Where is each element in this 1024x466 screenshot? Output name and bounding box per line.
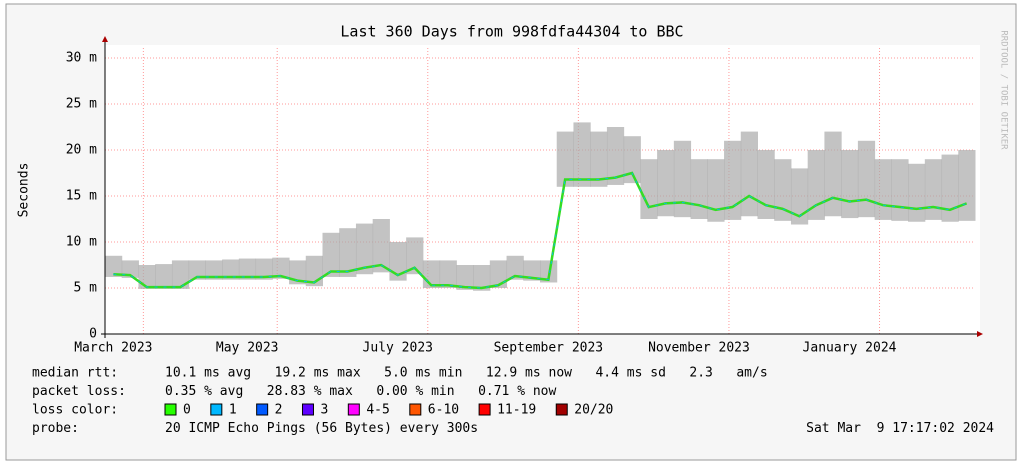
x-tick-label: January 2024 [803, 341, 897, 356]
x-tick-label: July 2023 [363, 341, 433, 356]
smoke-band [489, 260, 508, 288]
smoke-band [456, 265, 474, 290]
smoke-band [138, 265, 156, 289]
smoke-band [623, 136, 641, 184]
smoke-band [740, 131, 758, 217]
smoke-band [255, 258, 273, 280]
side-label: RRDTOOL / TOBI OETIKER [999, 30, 1009, 150]
y-tick-label: 10 m [66, 235, 97, 250]
probe-label: probe: [32, 421, 79, 436]
stat-text: 0.35 % avg 28.83 % max 0.00 % min 0.71 %… [165, 384, 557, 399]
smoke-band [707, 159, 725, 222]
smoke-band [573, 122, 591, 187]
loss-swatch [409, 403, 422, 416]
smoke-band [121, 260, 139, 278]
loss-label: loss color: [32, 403, 118, 418]
smoke-band [891, 159, 909, 221]
probe-text: 20 ICMP Echo Pings (56 Bytes) every 300s [165, 421, 478, 436]
smoke-band [790, 168, 809, 225]
smoke-band [673, 140, 692, 218]
x-tick-label: March 2023 [74, 341, 152, 356]
timestamp: Sat Mar 9 17:17:02 2024 [806, 421, 994, 436]
loss-text: 0 [183, 403, 191, 418]
smoke-band [606, 127, 625, 185]
y-axis-arrow [102, 36, 108, 42]
y-tick-label: 25 m [66, 97, 97, 112]
smoke-band [238, 258, 257, 280]
loss-swatch [555, 403, 568, 416]
x-tick-label: November 2023 [648, 341, 750, 356]
smoke-band [188, 260, 206, 280]
stat-label: packet loss: [32, 384, 126, 399]
loss-text: 3 [320, 403, 328, 418]
x-tick-label: May 2023 [216, 341, 279, 356]
smoke-band [389, 242, 407, 281]
smoke-band [640, 159, 658, 219]
smoke-band [372, 219, 390, 273]
loss-text: 1 [229, 403, 237, 418]
x-tick-label: September 2023 [494, 341, 604, 356]
smoke-band [355, 223, 374, 275]
loss-text: 4-5 [366, 403, 389, 418]
smoke-band [857, 140, 876, 218]
smoke-band [908, 163, 926, 222]
smoke-band [958, 150, 976, 221]
loss-swatch [347, 403, 360, 416]
loss-text: 11-19 [497, 403, 536, 418]
smoke-band [924, 159, 943, 220]
smoke-band [690, 159, 708, 219]
smoke-band [506, 255, 524, 280]
y-tick-label: 15 m [66, 189, 97, 204]
smoke-band [155, 264, 173, 289]
smoke-band [322, 232, 340, 277]
loss-text: 6-10 [428, 403, 459, 418]
median-line-core [113, 172, 967, 289]
smoke-band [523, 260, 541, 281]
smoke-band [222, 259, 240, 280]
smoke-band [171, 260, 190, 289]
smoke-band [774, 159, 792, 221]
smoke-band [272, 257, 290, 279]
smoke-band [205, 260, 223, 280]
smoke-band [590, 131, 608, 187]
y-tick-label: 0 [89, 327, 97, 342]
x-axis-arrow [977, 331, 983, 337]
stat-text: 10.1 ms avg 19.2 ms max 5.0 ms min 12.9 … [165, 366, 768, 381]
loss-text: 20/20 [574, 403, 613, 418]
smoke-band [841, 150, 859, 219]
chart-title: Last 360 Days from 998fdfa44304 to BBC [340, 23, 683, 41]
smoke-band [406, 237, 424, 275]
y-axis-label: Seconds [17, 163, 32, 218]
smoke-band [339, 228, 357, 277]
smoke-band [941, 154, 959, 222]
loss-swatch [301, 403, 314, 416]
loss-swatch [164, 403, 177, 416]
smoke-band [556, 131, 574, 187]
smoke-band [439, 260, 457, 288]
loss-swatch [256, 403, 269, 416]
loss-swatch [478, 403, 491, 416]
smoke-band [824, 131, 842, 217]
smoke-band [657, 150, 675, 217]
smoke-band [757, 150, 775, 219]
stat-label: median rtt: [32, 366, 118, 381]
loss-swatch [210, 403, 223, 416]
loss-text: 2 [275, 403, 283, 418]
smoke-band [724, 140, 742, 220]
smoke-band [105, 255, 123, 277]
y-tick-label: 30 m [66, 51, 97, 66]
smoke-band [473, 265, 491, 291]
y-tick-label: 20 m [66, 143, 97, 158]
smoke-band [874, 159, 892, 220]
y-tick-label: 5 m [74, 281, 98, 296]
